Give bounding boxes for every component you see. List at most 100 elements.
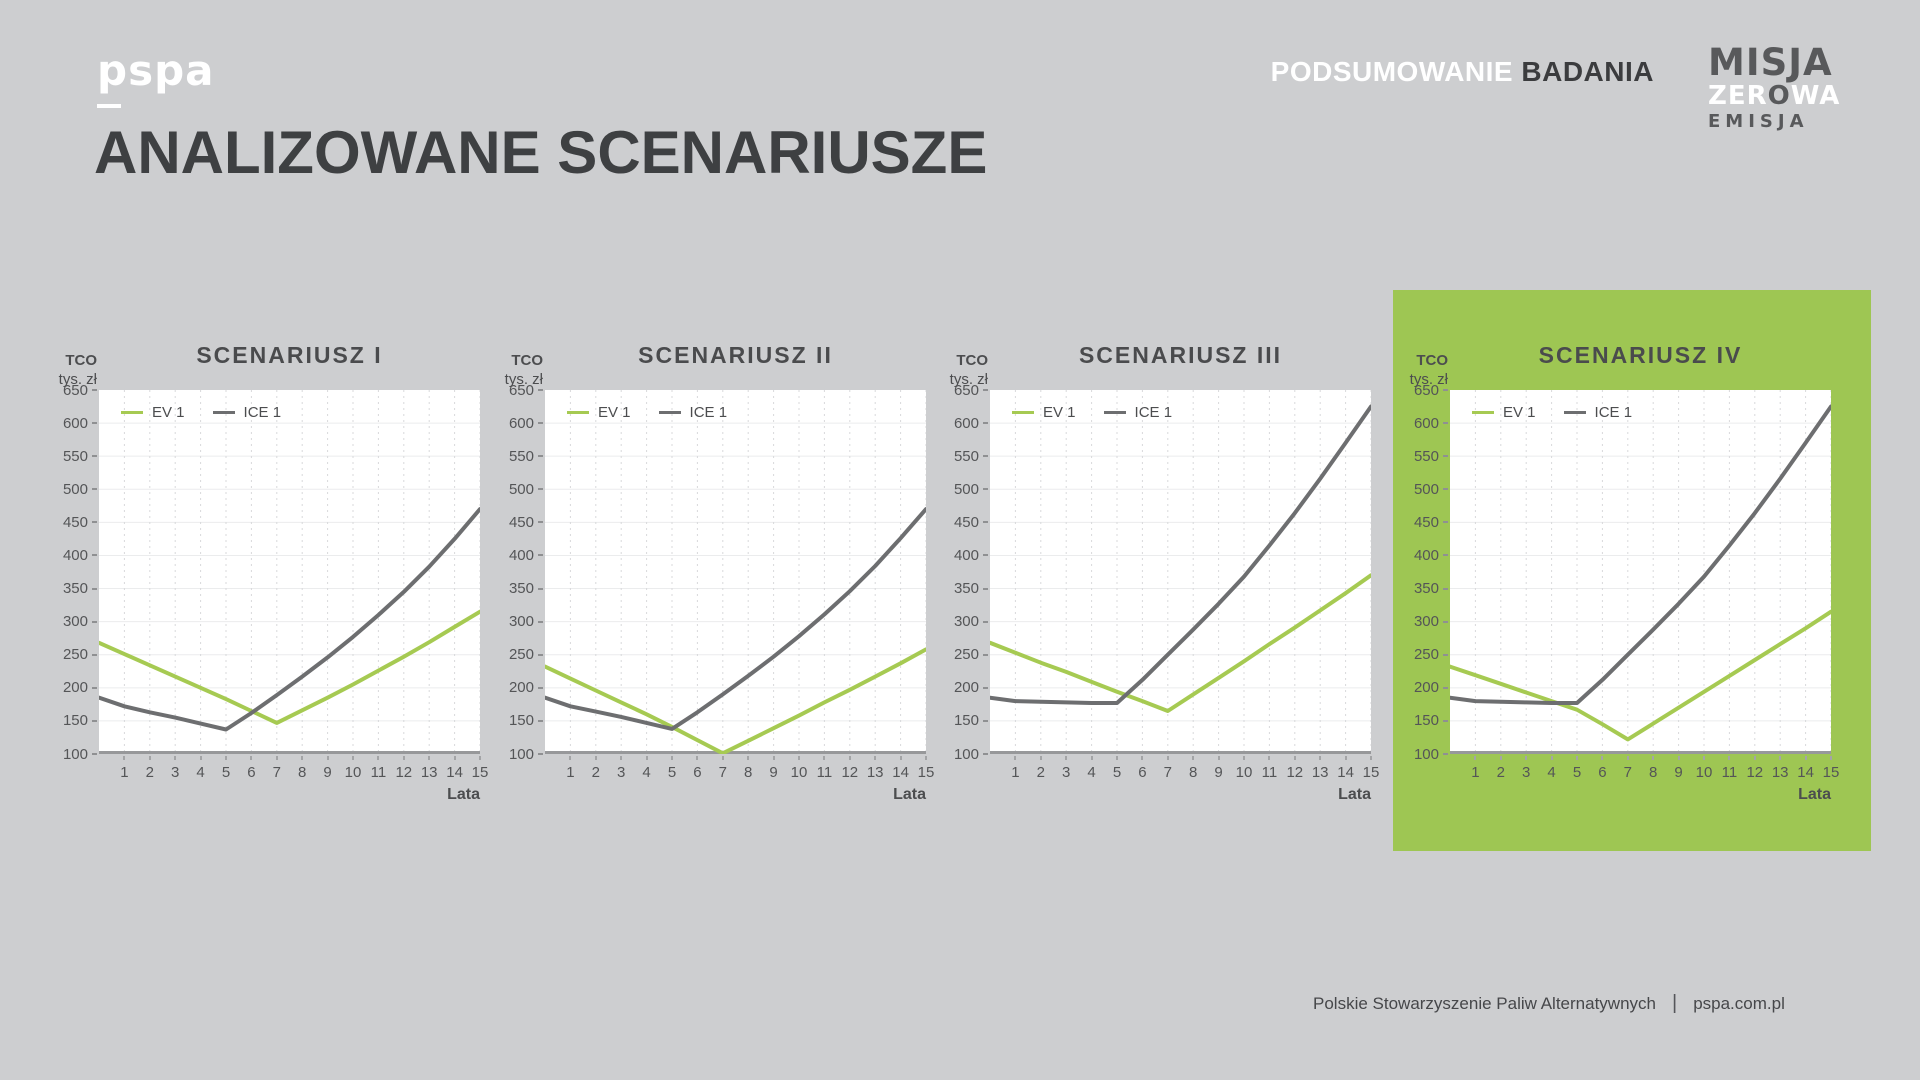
- y-tick: 200: [51, 679, 97, 697]
- x-tick-label: 11: [1261, 764, 1278, 781]
- legend-item: EV 1: [121, 404, 185, 421]
- y-tick-label: 300: [62, 613, 88, 631]
- logo-zer: ZER: [1708, 81, 1768, 111]
- x-tick-mark: [1141, 756, 1144, 760]
- y-axis-title: TCO tys. zł: [51, 352, 97, 390]
- x-tick-mark: [453, 756, 456, 760]
- x-tick-label: 14: [892, 764, 909, 781]
- y-tick: 150: [497, 712, 543, 729]
- y-tick-mark: [538, 422, 543, 425]
- legend-item: ICE 1: [212, 404, 281, 421]
- y-tick: 450: [497, 514, 543, 531]
- y-tick-mark: [983, 554, 988, 557]
- x-tick-label: 7: [1163, 764, 1172, 781]
- x-tick-label: 15: [1362, 764, 1380, 781]
- x-tick-mark: [1090, 756, 1093, 760]
- y-tick-mark: [92, 488, 97, 491]
- x-tick-label: 11: [816, 764, 833, 781]
- y-axis-title-line2: tys. zł: [1409, 370, 1448, 388]
- y-tick-label: 200: [953, 679, 979, 697]
- y-tick: 250: [942, 646, 988, 663]
- y-tick-label: 550: [1413, 447, 1439, 465]
- x-tick-mark: [1499, 756, 1502, 760]
- x-tick-label: 1: [1471, 764, 1480, 781]
- x-tick-label: 10: [790, 764, 808, 781]
- y-axis-title-line2: tys. zł: [949, 370, 988, 388]
- y-tick: 300: [1402, 613, 1448, 630]
- y-tick: 500: [51, 480, 97, 498]
- y-tick-mark: [983, 653, 988, 656]
- y-tick: 550: [942, 448, 988, 465]
- x-tick-mark: [1243, 756, 1245, 760]
- y-tick: 200: [942, 679, 988, 697]
- y-tick-label: 500: [62, 480, 88, 498]
- y-tick-mark: [1443, 422, 1448, 425]
- x-tick-mark: [925, 756, 927, 760]
- x-tick-label: 12: [1746, 764, 1764, 781]
- y-tick: 600: [942, 415, 988, 432]
- x-tick-mark: [1804, 756, 1807, 760]
- y-tick-mark: [538, 753, 543, 755]
- section-title-dark: BADANIA: [1521, 56, 1654, 87]
- x-tick-label: 1: [1011, 764, 1020, 781]
- x-tick-mark: [671, 756, 673, 760]
- legend-item: ICE 1: [1103, 404, 1172, 421]
- x-tick-mark: [352, 756, 354, 760]
- x-tick-mark: [199, 756, 202, 760]
- x-tick-mark: [874, 756, 877, 760]
- x-tick-mark: [1677, 756, 1680, 760]
- y-tick-mark: [1443, 620, 1448, 623]
- y-tick: 450: [51, 513, 97, 531]
- y-tick: 550: [1402, 447, 1448, 465]
- x-tick-mark: [848, 756, 851, 760]
- x-tick-label: 2: [591, 764, 600, 781]
- x-tick-mark: [1626, 756, 1629, 760]
- y-tick: 350: [51, 580, 97, 597]
- pspa-logo: pspa: [97, 50, 214, 108]
- y-tick-mark: [983, 587, 988, 590]
- x-tick-mark: [772, 756, 775, 760]
- y-tick-label: 200: [508, 679, 534, 697]
- x-axis-title: Lata: [893, 786, 926, 803]
- y-tick-mark: [538, 719, 543, 722]
- y-tick: 250: [1402, 646, 1448, 663]
- y-tick-mark: [983, 753, 988, 755]
- chart-title: SCENARIUSZ I: [196, 342, 383, 368]
- y-tick-label: 200: [62, 679, 88, 697]
- y-tick-label: 600: [508, 414, 534, 432]
- y-axis-title: TCO tys. zł: [497, 352, 543, 390]
- series-line-ice-1: [988, 404, 1373, 705]
- y-tick: 400: [942, 547, 988, 564]
- x-tick-mark: [174, 756, 177, 760]
- y-tick-label: 150: [62, 712, 88, 730]
- y-tick-label: 200: [1413, 679, 1439, 697]
- x-tick-label: 6: [693, 764, 702, 781]
- x-tick-label: 15: [471, 764, 489, 781]
- y-tick-mark: [983, 455, 988, 458]
- y-tick: 150: [51, 712, 97, 730]
- y-tick-label: 450: [62, 513, 88, 531]
- x-tick-label: 4: [1087, 764, 1096, 781]
- chart-scenariusz-2: SCENARIUSZ II TCO tys. zł EV 1 ICE 1 650 600 55…: [497, 340, 935, 820]
- x-tick-label: 4: [196, 764, 205, 781]
- plot-area: [1448, 390, 1833, 754]
- chart-title: SCENARIUSZ II: [638, 342, 833, 368]
- legend-label: EV 1: [152, 404, 185, 421]
- y-tick: 650: [51, 382, 97, 399]
- y-tick-mark: [1443, 554, 1448, 557]
- logo-line-zerowa: ZEROWA: [1708, 83, 1840, 109]
- y-tick: 600: [497, 414, 543, 432]
- x-axis-title: Lata: [1338, 786, 1371, 803]
- series-line-ev-1: [1448, 609, 1833, 742]
- x-tick-label: 15: [917, 764, 935, 781]
- x-tick-mark: [326, 756, 329, 760]
- y-tick: 650: [942, 382, 988, 399]
- x-tick-mark: [1166, 756, 1169, 760]
- x-tick-mark: [696, 756, 699, 760]
- y-tick-mark: [92, 653, 97, 656]
- x-tick-mark: [645, 756, 648, 760]
- plot-area: [543, 390, 928, 756]
- y-tick-mark: [92, 620, 97, 623]
- y-tick-mark: [1443, 521, 1448, 524]
